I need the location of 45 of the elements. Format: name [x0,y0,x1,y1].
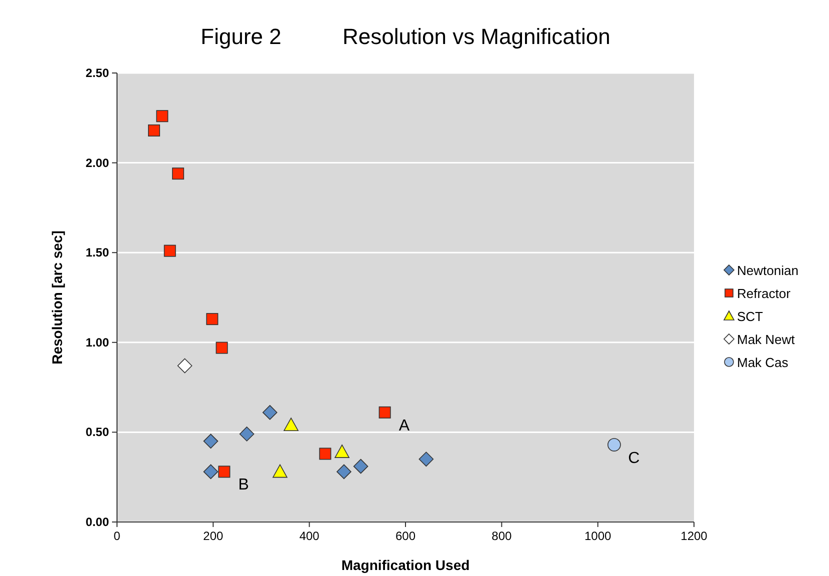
point [418,452,434,467]
y-tick-label: 2.00 [86,156,110,170]
x-tick-label: 200 [203,529,224,543]
legend-label: Mak Cas [737,355,789,370]
x-tick-label: 600 [395,529,416,543]
point [272,464,288,478]
point [172,168,184,180]
point [284,418,298,432]
point [156,110,168,122]
point [206,313,218,326]
point [177,358,192,374]
point [203,434,218,449]
annotation: B [238,476,249,494]
point [262,405,278,420]
point [148,124,160,136]
annotation: C [628,450,640,467]
legend-label: Newtonian [737,263,798,278]
legend-label: Mak Newt [737,332,796,347]
annotation: A [398,417,410,434]
y-tick-label: 2.50 [86,66,110,80]
x-axis-title: Magnification Used [341,557,470,573]
x-tick-label: 1200 [680,529,708,543]
point [319,448,332,460]
x-tick-label: 800 [492,529,512,543]
point [378,406,391,418]
x-tick-label: 0 [114,529,121,543]
x-tick-label: 1000 [584,529,612,543]
point [334,444,350,458]
legend-label: SCT [737,309,764,324]
point [164,244,176,257]
chart-title: Figure 2 Resolution vs Magnification [200,24,610,49]
point [203,464,218,480]
point [607,438,621,452]
point [216,342,228,354]
y-tick-label: 0.00 [86,515,110,529]
point [239,426,254,442]
y-tick-label: 1.50 [86,246,110,260]
legend-label: Refractor [737,286,792,301]
y-tick-label: 1.00 [86,335,110,350]
point [218,466,230,478]
point [336,464,352,480]
x-tick-label: 400 [299,529,320,543]
y-axis-title: Resolution [arc sec] [49,230,65,364]
y-tick-label: 0.50 [86,425,110,440]
point [353,458,368,474]
